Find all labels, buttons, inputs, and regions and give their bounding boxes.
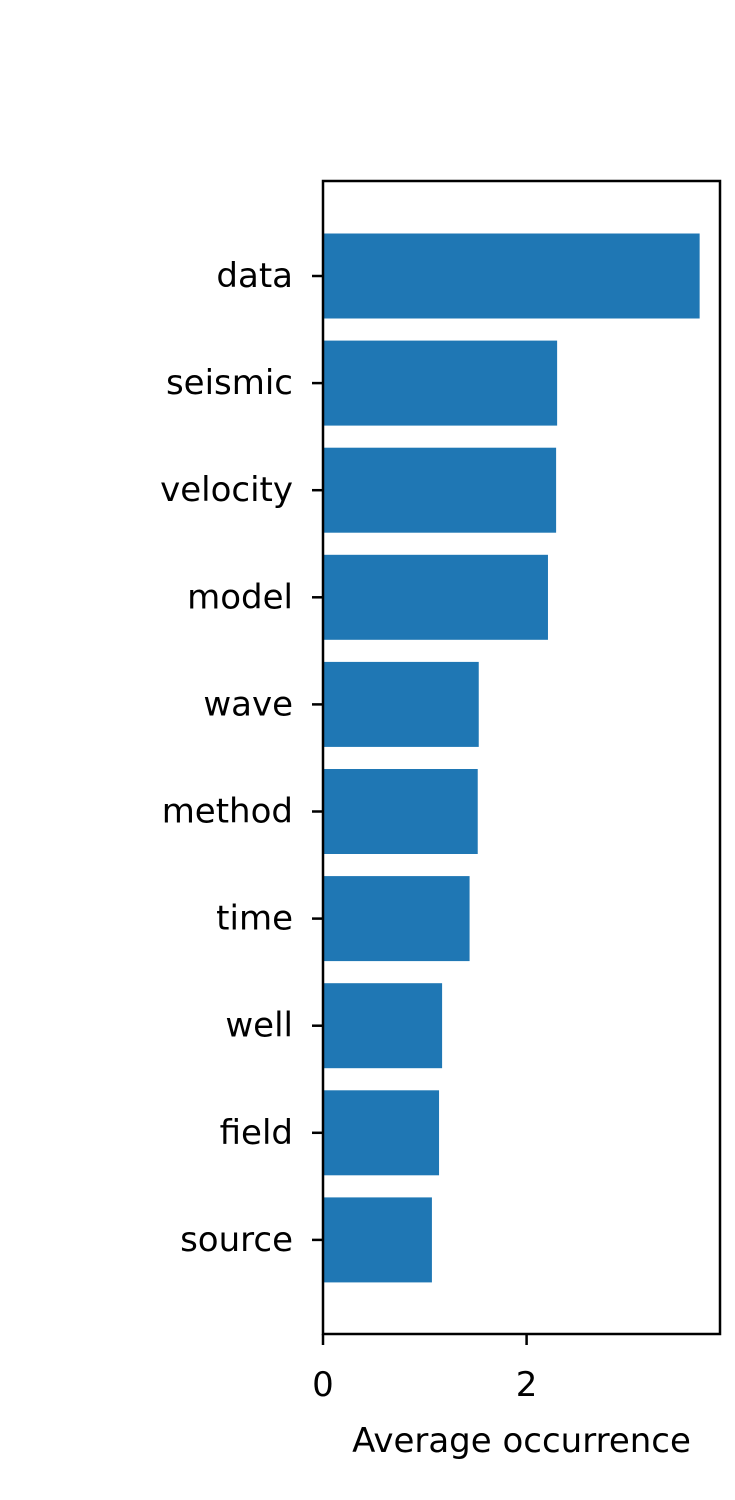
y-tick-label-velocity: velocity: [160, 470, 293, 510]
bar-data: [323, 233, 700, 319]
x-tick-label-2: 2: [516, 1365, 538, 1405]
bar-seismic: [323, 340, 558, 426]
bars-group: [323, 233, 700, 1283]
y-tick-label-data: data: [216, 256, 293, 296]
bar-model: [323, 554, 548, 640]
y-tick-label-time: time: [216, 899, 293, 939]
y-axis-ticks: data seismic velocity model wave method time we…: [160, 256, 323, 1260]
x-tick-label-0: 0: [312, 1365, 334, 1405]
bar-time: [323, 876, 470, 962]
y-tick-label-well: well: [225, 1006, 293, 1046]
y-tick-label-wave: wave: [203, 684, 293, 724]
bar-field: [323, 1090, 440, 1176]
y-tick-label-model: model: [187, 577, 293, 617]
bar-well: [323, 983, 443, 1069]
bar-method: [323, 769, 478, 854]
y-tick-label-field: field: [220, 1113, 293, 1153]
x-axis-label: Average occurrence: [352, 1421, 691, 1461]
bar-wave: [323, 661, 479, 747]
y-tick-label-method: method: [162, 792, 293, 832]
bar-velocity: [323, 447, 557, 533]
plot-frame: [321, 179, 722, 1336]
bar-source: [323, 1197, 432, 1283]
y-tick-label-source: source: [180, 1220, 293, 1260]
y-tick-label-seismic: seismic: [166, 363, 293, 403]
